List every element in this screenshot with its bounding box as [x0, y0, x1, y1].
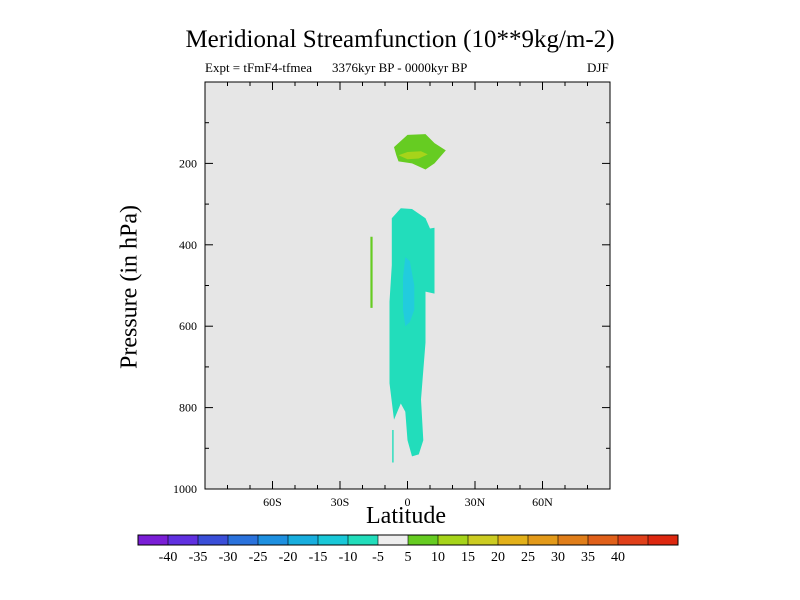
- colorbar-swatch: [528, 535, 558, 545]
- colorbar-swatch: [588, 535, 618, 545]
- chart-title: Meridional Streamfunction (10**9kg/m-2): [185, 26, 615, 53]
- colorbar-label: 35: [581, 550, 595, 565]
- colorbar-swatch: [408, 535, 438, 545]
- colorbar-label: 20: [491, 550, 505, 565]
- x-tick-label: 0: [405, 495, 411, 509]
- y-tick-label: 200: [179, 156, 197, 170]
- colorbar-swatch: [498, 535, 528, 545]
- period-label: 3376kyr BP - 0000kyr BP: [332, 60, 468, 75]
- colorbar-frame: [137, 534, 679, 546]
- colorbar-swatch: [318, 535, 348, 545]
- x-tick-label: 60S: [263, 495, 282, 509]
- colorbar-swatch: [138, 535, 168, 545]
- x-tick-label: 30N: [465, 495, 486, 509]
- colorbar-swatch: [288, 535, 318, 545]
- y-tick-label: 1000: [173, 482, 197, 496]
- contour-region-negative-5-10-main: [389, 208, 435, 457]
- contour-region-negative-10-15-core: [403, 257, 415, 327]
- colorbar-swatch: [618, 535, 648, 545]
- colorbar-label: -10: [339, 550, 358, 565]
- colorbar-label: -20: [279, 550, 298, 565]
- contour-region-positive-10-15-upper: [398, 151, 428, 160]
- colorbar-swatch: [378, 535, 408, 545]
- colorbar-swatch: [558, 535, 588, 545]
- colorbar-label: -25: [249, 550, 268, 565]
- contour-region-negative-5-10-spike: [392, 430, 394, 463]
- experiment-label: Expt = tFmF4-tfmea: [205, 60, 312, 75]
- x-tick-label: 30S: [331, 495, 350, 509]
- colorbar-swatch: [648, 535, 678, 545]
- colorbar-swatch: [168, 535, 198, 545]
- colorbar-label: 10: [431, 550, 445, 565]
- y-tick-label: 600: [179, 319, 197, 333]
- colorbar-label: 40: [611, 550, 625, 565]
- colorbar-swatch: [468, 535, 498, 545]
- colorbar-swatch: [258, 535, 288, 545]
- colorbar-swatch: [198, 535, 228, 545]
- colorbar-label: -40: [159, 550, 178, 565]
- colorbar-swatch: [348, 535, 378, 545]
- colorbar-label: -35: [189, 550, 208, 565]
- colorbar-label: -15: [309, 550, 328, 565]
- season-label: DJF: [587, 60, 609, 75]
- y-tick-label: 400: [179, 238, 197, 252]
- colorbar-label: 5: [405, 550, 412, 565]
- colorbar-label: 30: [551, 550, 565, 565]
- colorbar-swatch: [438, 535, 468, 545]
- colorbar-swatch: [228, 535, 258, 545]
- x-tick-label: 60N: [532, 495, 553, 509]
- colorbar-label: 25: [521, 550, 535, 565]
- contour-region-positive-5-10-thin: [370, 236, 373, 308]
- colorbar-label: 15: [461, 550, 475, 565]
- y-tick-label: 800: [179, 401, 197, 415]
- colorbar-label: -5: [372, 550, 384, 565]
- x-axis-title: Latitude: [366, 503, 446, 529]
- colorbar-label: -30: [219, 550, 238, 565]
